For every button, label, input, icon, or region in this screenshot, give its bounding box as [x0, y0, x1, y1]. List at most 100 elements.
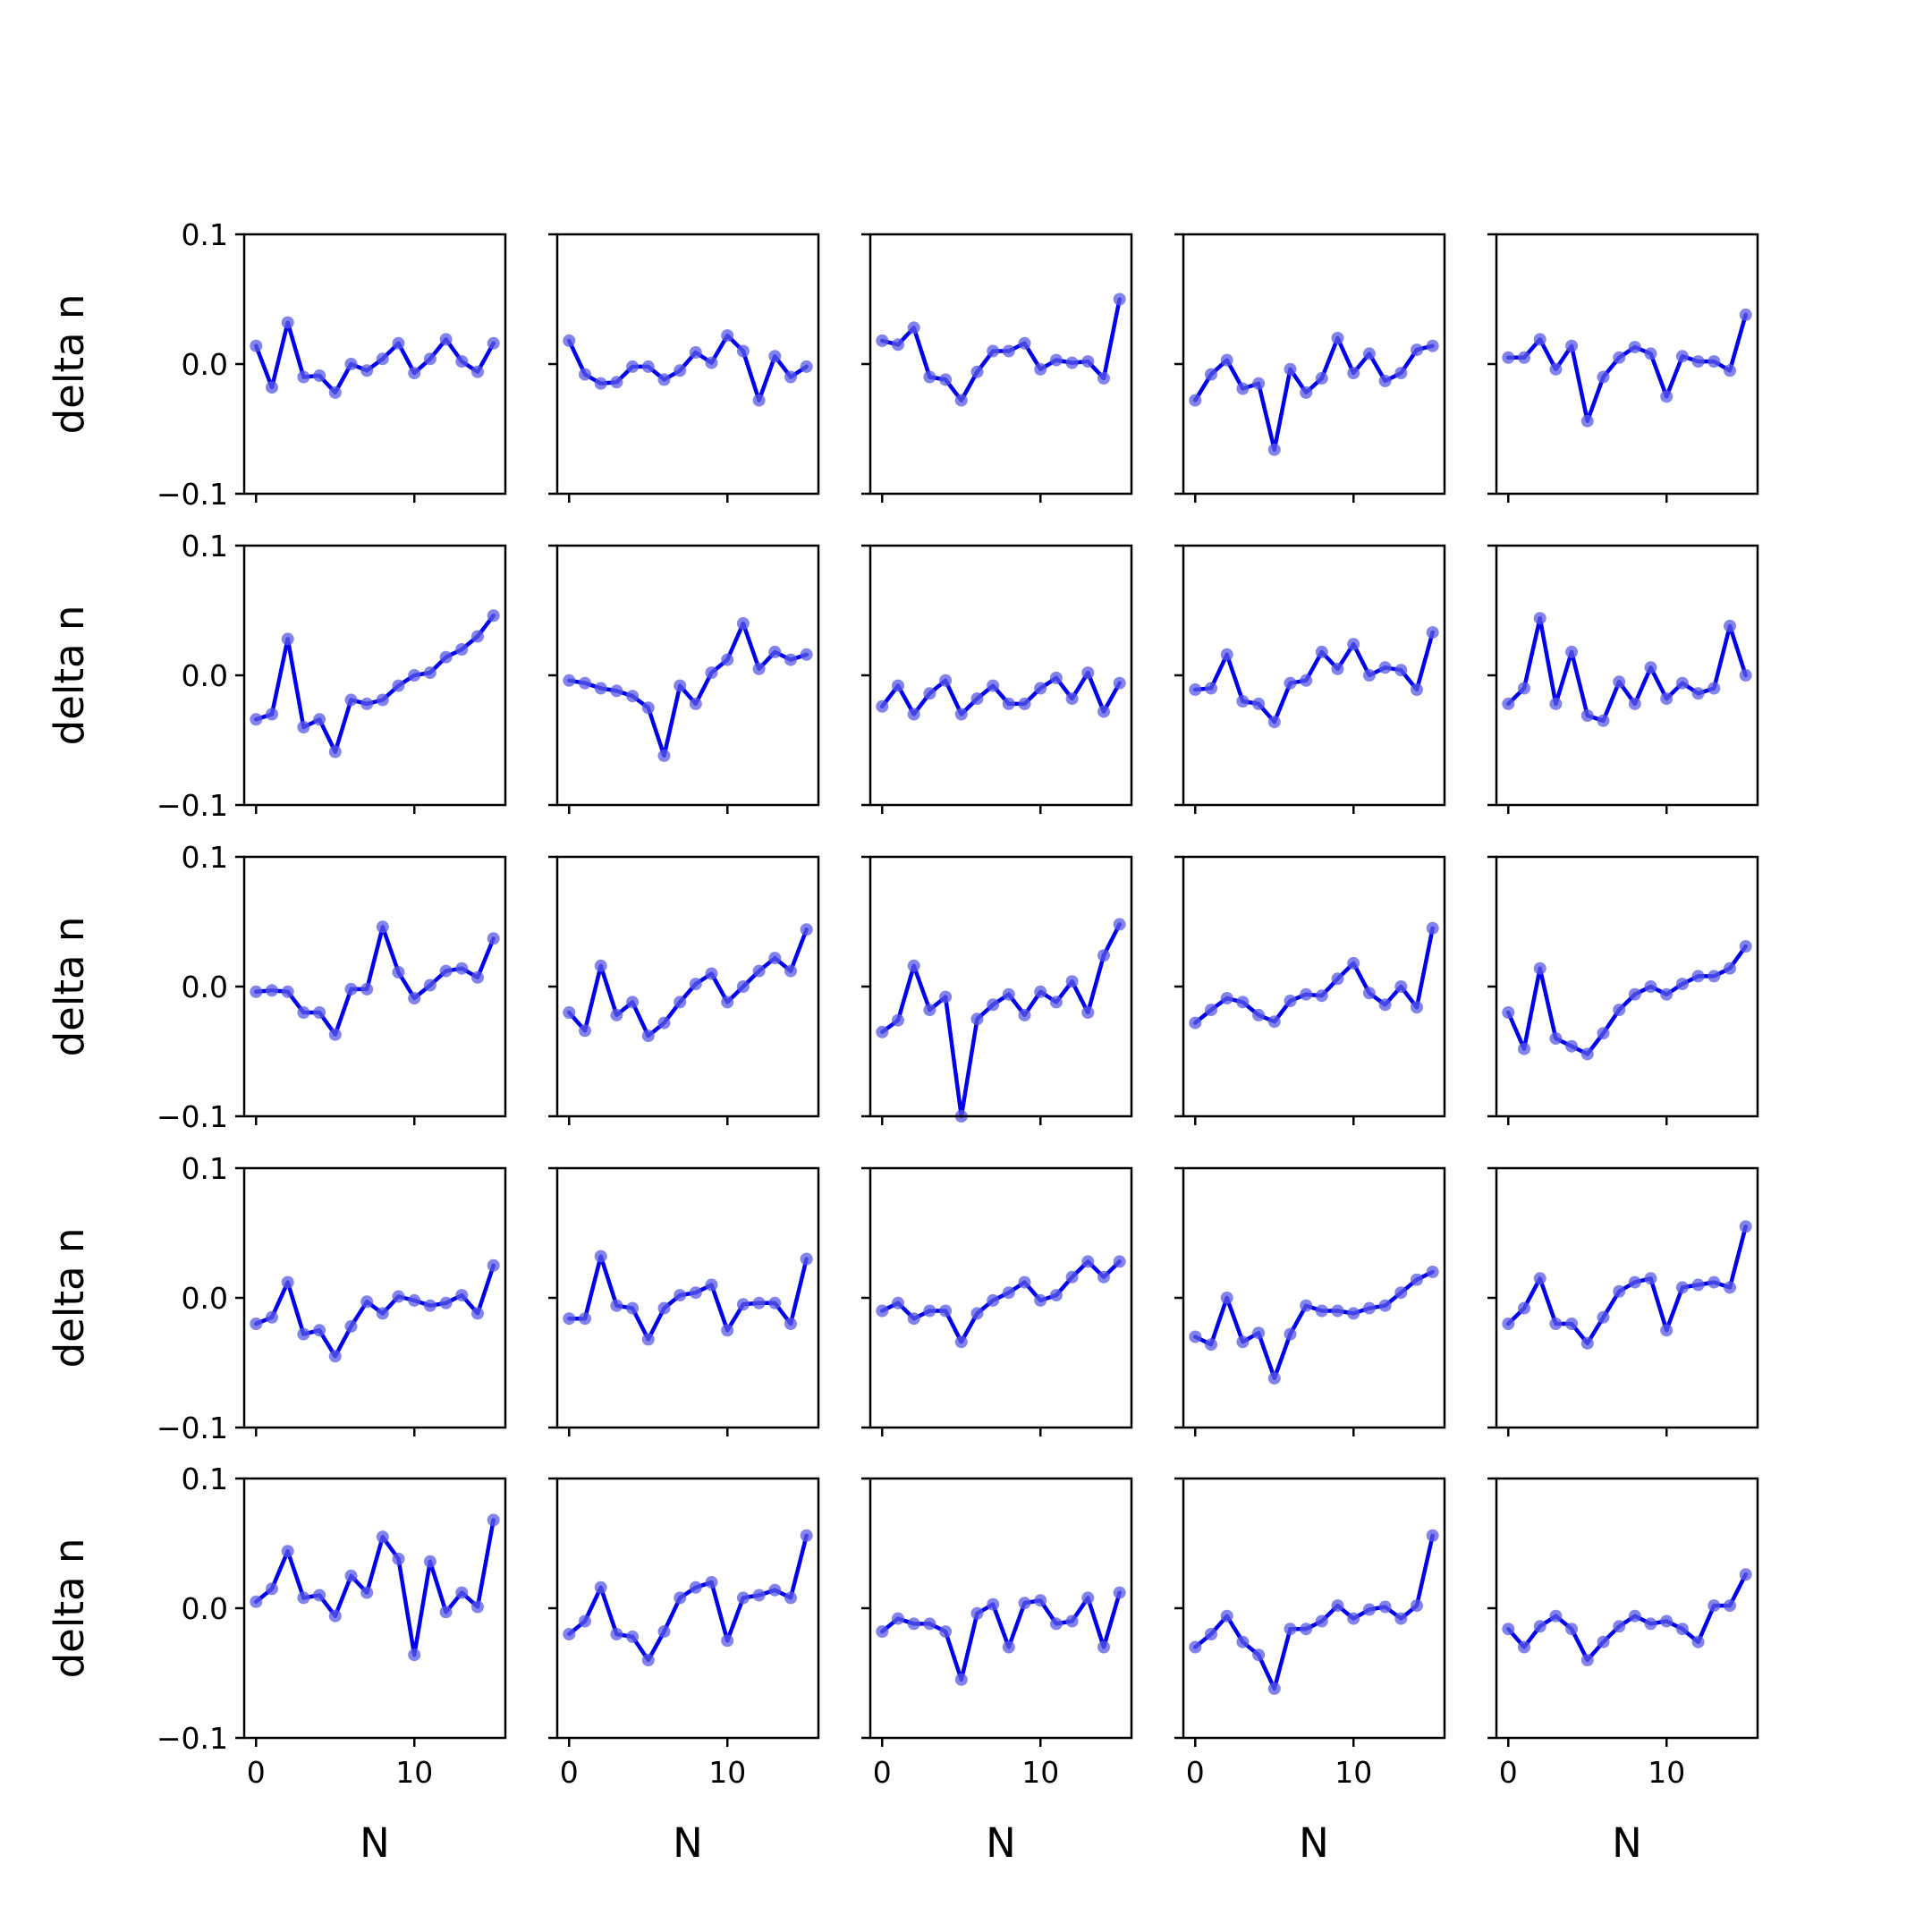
- series-line-2-5: [1506, 615, 1748, 724]
- data-point-3-5-11: [1675, 978, 1689, 991]
- data-point-3-2-6: [657, 1016, 671, 1030]
- data-point-5-2-0: [563, 1628, 576, 1640]
- data-point-1-1-15: [487, 336, 500, 350]
- data-point-5-2-5: [641, 1654, 655, 1666]
- data-point-3-1-15: [487, 932, 500, 945]
- data-point-4-2-13: [768, 1296, 782, 1309]
- data-point-4-5-13: [1707, 1275, 1721, 1289]
- x-tick-label-2-1: 10: [708, 1755, 746, 1790]
- data-point-5-2-13: [768, 1583, 782, 1597]
- data-point-1-2-15: [800, 360, 813, 373]
- data-point-4-3-12: [1065, 1270, 1079, 1284]
- data-point-1-5-1: [1518, 351, 1530, 364]
- data-point-4-2-2: [594, 1250, 607, 1263]
- data-point-4-1-6: [344, 1319, 358, 1333]
- data-point-1-2-9: [705, 356, 718, 369]
- data-point-5-4-4: [1252, 1648, 1266, 1662]
- data-point-5-1-0: [250, 1595, 263, 1608]
- data-point-2-4-10: [1347, 638, 1360, 651]
- data-point-4-3-1: [892, 1296, 904, 1309]
- y-axis-label-3: delta n: [46, 917, 93, 1057]
- data-point-4-4-12: [1378, 1299, 1392, 1312]
- data-point-1-4-10: [1347, 367, 1360, 380]
- data-point-5-2-3: [610, 1628, 623, 1640]
- data-point-5-1-10: [408, 1648, 421, 1662]
- data-point-4-5-2: [1533, 1272, 1546, 1285]
- data-point-3-3-11: [1049, 996, 1063, 1009]
- data-point-1-2-4: [626, 360, 640, 373]
- data-point-4-3-9: [1018, 1275, 1031, 1289]
- data-point-1-2-12: [752, 394, 766, 407]
- data-point-4-5-7: [1613, 1284, 1626, 1298]
- data-point-2-5-2: [1533, 612, 1546, 625]
- data-point-5-5-14: [1724, 1599, 1736, 1613]
- series-line-1-2: [567, 333, 809, 402]
- data-point-3-2-1: [579, 1024, 591, 1038]
- data-point-4-2-3: [610, 1299, 623, 1312]
- data-point-4-2-1: [579, 1312, 591, 1326]
- data-point-3-3-2: [907, 959, 920, 972]
- data-point-4-4-15: [1426, 1266, 1439, 1278]
- data-point-4-5-10: [1660, 1324, 1674, 1337]
- data-point-4-3-13: [1081, 1255, 1095, 1268]
- data-point-5-4-14: [1411, 1599, 1423, 1613]
- data-point-3-4-12: [1378, 998, 1392, 1012]
- data-point-2-5-9: [1644, 661, 1657, 674]
- x-tick-label-3-0: 0: [873, 1755, 892, 1790]
- data-point-1-4-6: [1284, 362, 1297, 376]
- series-line-2-1: [254, 614, 496, 754]
- data-point-2-5-1: [1518, 682, 1530, 695]
- data-point-2-4-11: [1362, 669, 1376, 682]
- data-point-1-5-5: [1580, 414, 1594, 428]
- data-point-5-2-6: [657, 1625, 671, 1639]
- data-point-5-5-8: [1628, 1609, 1641, 1623]
- data-point-2-1-10: [408, 669, 421, 682]
- data-point-2-5-7: [1613, 675, 1626, 689]
- data-point-4-1-12: [439, 1296, 453, 1309]
- data-point-2-5-0: [1502, 697, 1515, 710]
- data-point-1-5-7: [1613, 351, 1626, 364]
- data-point-2-2-8: [689, 697, 702, 710]
- data-point-3-4-7: [1300, 987, 1313, 1001]
- data-point-2-2-3: [610, 684, 623, 698]
- data-point-2-4-2: [1220, 648, 1233, 661]
- data-point-1-3-6: [970, 365, 984, 378]
- data-point-3-4-6: [1284, 995, 1297, 1007]
- data-point-2-5-4: [1565, 645, 1579, 658]
- data-point-1-1-2: [281, 316, 294, 329]
- data-point-3-5-4: [1565, 1039, 1579, 1053]
- data-point-4-2-8: [689, 1286, 702, 1300]
- x-tick-label-2-0: 0: [560, 1755, 579, 1790]
- panel-frame-5-4: [1182, 1477, 1446, 1740]
- data-point-4-3-3: [923, 1304, 936, 1318]
- data-point-3-5-14: [1724, 962, 1736, 975]
- data-point-5-3-2: [907, 1617, 920, 1631]
- data-point-2-3-3: [923, 687, 936, 700]
- data-point-2-1-7: [360, 697, 374, 710]
- data-point-2-5-5: [1580, 709, 1594, 722]
- data-point-4-2-15: [800, 1252, 813, 1266]
- data-point-3-4-11: [1362, 987, 1376, 1000]
- data-point-2-2-10: [721, 653, 734, 666]
- data-point-4-1-2: [281, 1275, 294, 1289]
- data-point-4-4-11: [1362, 1301, 1376, 1315]
- data-point-4-5-14: [1724, 1281, 1736, 1294]
- series-line-1-3: [880, 297, 1122, 402]
- data-point-4-1-1: [266, 1310, 278, 1324]
- data-point-3-5-3: [1549, 1032, 1563, 1045]
- data-point-5-5-15: [1739, 1568, 1752, 1581]
- data-point-2-4-3: [1236, 695, 1250, 708]
- data-point-1-2-6: [657, 373, 671, 386]
- data-point-3-2-12: [752, 964, 766, 978]
- data-point-5-2-11: [736, 1591, 750, 1605]
- data-point-5-3-12: [1065, 1614, 1079, 1628]
- data-point-2-2-14: [784, 653, 797, 666]
- data-point-5-4-13: [1394, 1612, 1408, 1625]
- data-point-1-4-0: [1189, 394, 1202, 407]
- data-point-5-4-10: [1347, 1612, 1360, 1625]
- panel-frame-5-2: [555, 1477, 820, 1740]
- data-point-3-1-3: [297, 1006, 310, 1019]
- data-point-5-5-10: [1660, 1614, 1674, 1628]
- data-point-2-2-0: [563, 674, 576, 687]
- data-point-4-1-3: [297, 1327, 310, 1341]
